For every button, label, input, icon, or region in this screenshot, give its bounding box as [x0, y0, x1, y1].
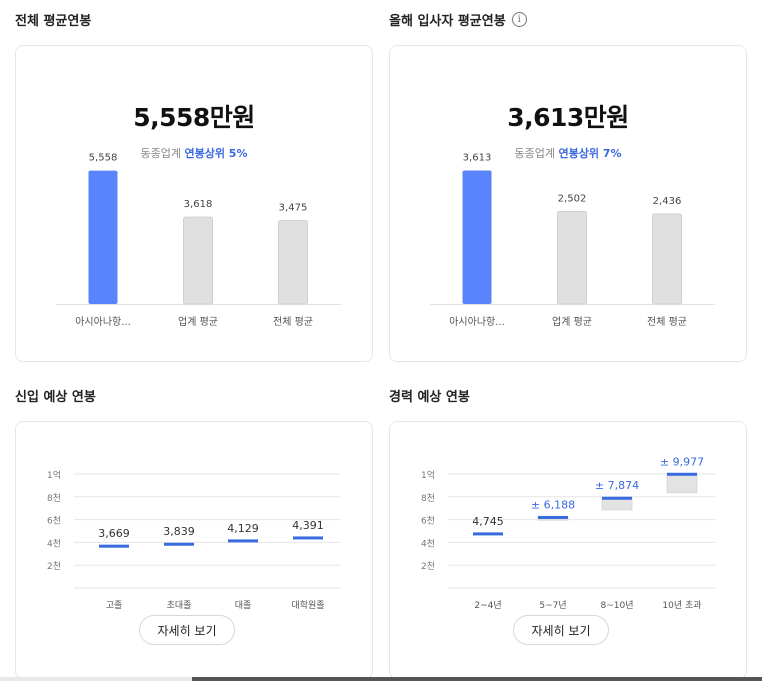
- bar: [557, 211, 587, 305]
- overall-salary-value: 5,558만원: [133, 103, 255, 132]
- bar: [278, 220, 308, 305]
- bar-category-label: 전체 평균: [647, 316, 687, 328]
- scrollbar-thumb[interactable]: [192, 677, 762, 681]
- overall-salary-rank: 동종업계 연봉상위 5%: [16, 145, 372, 161]
- overall-salary-title: 전체 평균연봉: [15, 10, 91, 29]
- y-tick-label: 1억: [421, 469, 435, 481]
- info-icon[interactable]: i: [511, 12, 527, 27]
- bar-category-label: 전체 평균: [273, 316, 313, 328]
- salary-marker: [538, 515, 568, 519]
- category-label: 고졸: [106, 600, 123, 611]
- category-label: 대학원졸: [291, 600, 324, 611]
- salary-marker: [602, 496, 632, 500]
- salary-marker: [293, 536, 323, 540]
- bar-category-label: 아시아나항...: [75, 316, 131, 328]
- bar: [88, 170, 118, 304]
- y-tick-label: 8천: [47, 493, 61, 504]
- range-band: [666, 473, 698, 494]
- category-label: 10년 초과: [662, 600, 701, 611]
- horizontal-scrollbar[interactable]: [0, 677, 762, 681]
- bar-value-label: 3,475: [279, 203, 308, 214]
- y-tick-label: 4천: [421, 538, 435, 549]
- overall-salary-card: 5,558만원 동종업계 연봉상위 5% 5,558 아시아나항... 3,618 업…: [15, 45, 373, 362]
- salary-marker: [228, 539, 258, 543]
- category-label: 5~7년: [539, 600, 566, 611]
- salary-marker: [164, 542, 194, 546]
- salary-marker: [99, 544, 129, 548]
- bar-category-label: 아시아나항...: [449, 316, 505, 328]
- bar-value-label: 2,436: [653, 196, 682, 207]
- category-label: 초대졸: [167, 600, 192, 611]
- rank-prefix: 동종업계: [514, 147, 555, 160]
- bar-value-label: 5,558: [89, 153, 118, 164]
- career-salary-title-text: 경력 예상 연봉: [389, 390, 470, 405]
- overall-salary-bar-chart: 5,558 아시아나항... 3,618 업계 평균 3,475 전체 평균: [56, 153, 341, 328]
- newhire-salary-title: 올해 입사자 평균연봉 i: [389, 10, 527, 29]
- category-label: 8~10년: [601, 600, 634, 611]
- newhire-salary-card: 3,613만원 동종업계 연봉상위 7% 3,613 아시아나항... 2,502 업…: [389, 45, 747, 362]
- bar-value-label: 3,618: [184, 199, 213, 210]
- career-salary-range-chart: 1억 8천 6천 4천 2천 4,745 2~4년 ± 6,188 5~7년 ± 7,874 8~1…: [421, 455, 715, 611]
- bar-category-label: 업계 평균: [552, 315, 592, 328]
- bar: [652, 213, 682, 305]
- y-tick-label: 8천: [421, 493, 435, 504]
- newhire-salary-rank: 동종업계 연봉상위 7%: [390, 145, 746, 161]
- entry-salary-card: 1억 8천 6천 4천 2천 3,669 고졸 3,839 초대졸 4,129 대졸 4,391 대학원…: [15, 421, 373, 679]
- y-tick-label: 4천: [47, 538, 61, 549]
- marker-value-label: ± 7,874: [595, 479, 639, 492]
- category-label: 2~4년: [474, 600, 501, 611]
- marker-value-label: 4,391: [292, 519, 324, 532]
- rank-prefix: 동종업계: [140, 147, 181, 160]
- marker-value-label: 3,839: [163, 525, 195, 538]
- salary-marker: [667, 472, 697, 476]
- marker-value-label: 4,745: [472, 515, 504, 528]
- marker-value-label: 4,129: [227, 522, 259, 535]
- marker-value-label: ± 6,188: [531, 498, 575, 511]
- bar-category-label: 업계 평균: [178, 315, 218, 328]
- rank-highlight: 연봉상위 5%: [184, 147, 248, 160]
- rank-highlight: 연봉상위 7%: [558, 147, 622, 160]
- bar: [462, 170, 492, 304]
- y-tick-label: 6천: [421, 516, 435, 527]
- newhire-salary-bar-chart: 3,613 아시아나항... 2,502 업계 평균 2,436 전체 평균: [430, 152, 715, 328]
- entry-salary-title: 신입 예상 연봉: [15, 386, 96, 405]
- career-salary-card: 1억 8천 6천 4천 2천 4,745 2~4년 ± 6,188 5~7년 ± 7,874 8~1…: [389, 421, 747, 679]
- career-detail-button[interactable]: 자세히 보기: [513, 615, 609, 645]
- y-tick-label: 2천: [421, 561, 435, 572]
- overall-salary-title-text: 전체 평균연봉: [15, 14, 92, 29]
- bar: [183, 216, 213, 305]
- y-tick-label: 6천: [47, 516, 61, 527]
- y-tick-label: 1억: [47, 469, 61, 481]
- marker-value-label: ± 9,977: [660, 455, 704, 468]
- y-tick-label: 2천: [47, 561, 61, 572]
- career-salary-title: 경력 예상 연봉: [389, 386, 470, 405]
- salary-marker: [473, 532, 503, 536]
- entry-salary-range-chart: 1억 8천 6천 4천 2천 3,669 고졸 3,839 초대졸 4,129 대졸 4,391 대학원…: [47, 469, 341, 611]
- entry-salary-title-text: 신입 예상 연봉: [15, 390, 96, 405]
- newhire-salary-title-text: 올해 입사자 평균연봉: [389, 14, 506, 29]
- marker-value-label: 3,669: [98, 527, 130, 540]
- newhire-salary-value: 3,613만원: [507, 103, 629, 132]
- entry-detail-button[interactable]: 자세히 보기: [139, 615, 235, 645]
- category-label: 대졸: [235, 600, 252, 611]
- bar-value-label: 2,502: [558, 194, 587, 205]
- range-band: [601, 497, 633, 511]
- bar-value-label: 3,613: [463, 152, 492, 163]
